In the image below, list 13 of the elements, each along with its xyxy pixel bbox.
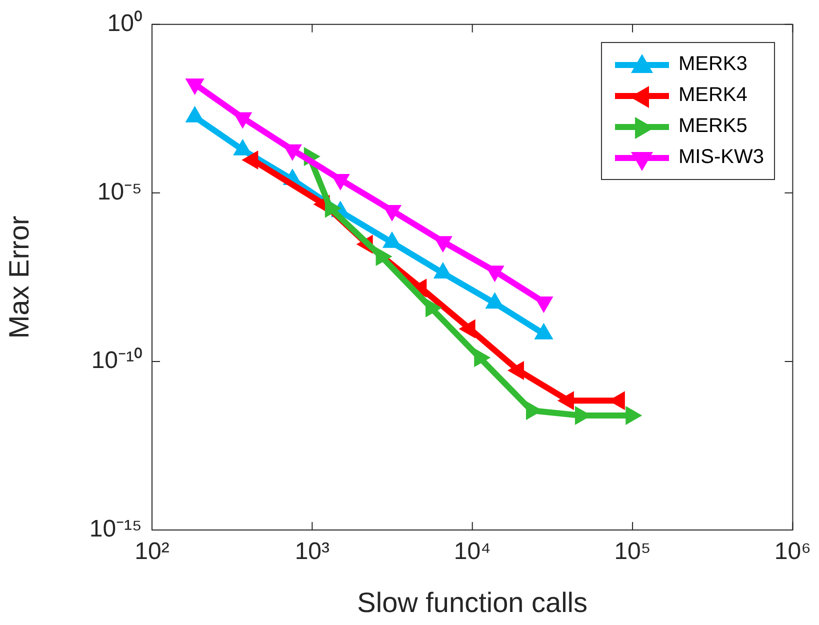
- y-tick-label: 10⁻¹⁰: [91, 347, 142, 374]
- legend-label: MERK3: [678, 53, 748, 76]
- x-tick-label: 10⁵: [614, 538, 651, 566]
- x-axis-title: Slow function calls: [357, 586, 588, 618]
- x-tick-label: 10⁴: [454, 538, 491, 566]
- y-tick-label: 10⁻⁵: [97, 178, 142, 206]
- legend-label: MERK4: [678, 84, 748, 107]
- x-tick-label: 10³: [294, 538, 330, 566]
- x-tick-label: 10⁶: [774, 538, 811, 566]
- y-tick-label: 10⁰: [107, 10, 142, 38]
- legend-label: MERK5: [678, 115, 748, 138]
- y-axis-title: Max Error: [4, 216, 35, 339]
- legend-label: MIS-KW3: [678, 146, 764, 169]
